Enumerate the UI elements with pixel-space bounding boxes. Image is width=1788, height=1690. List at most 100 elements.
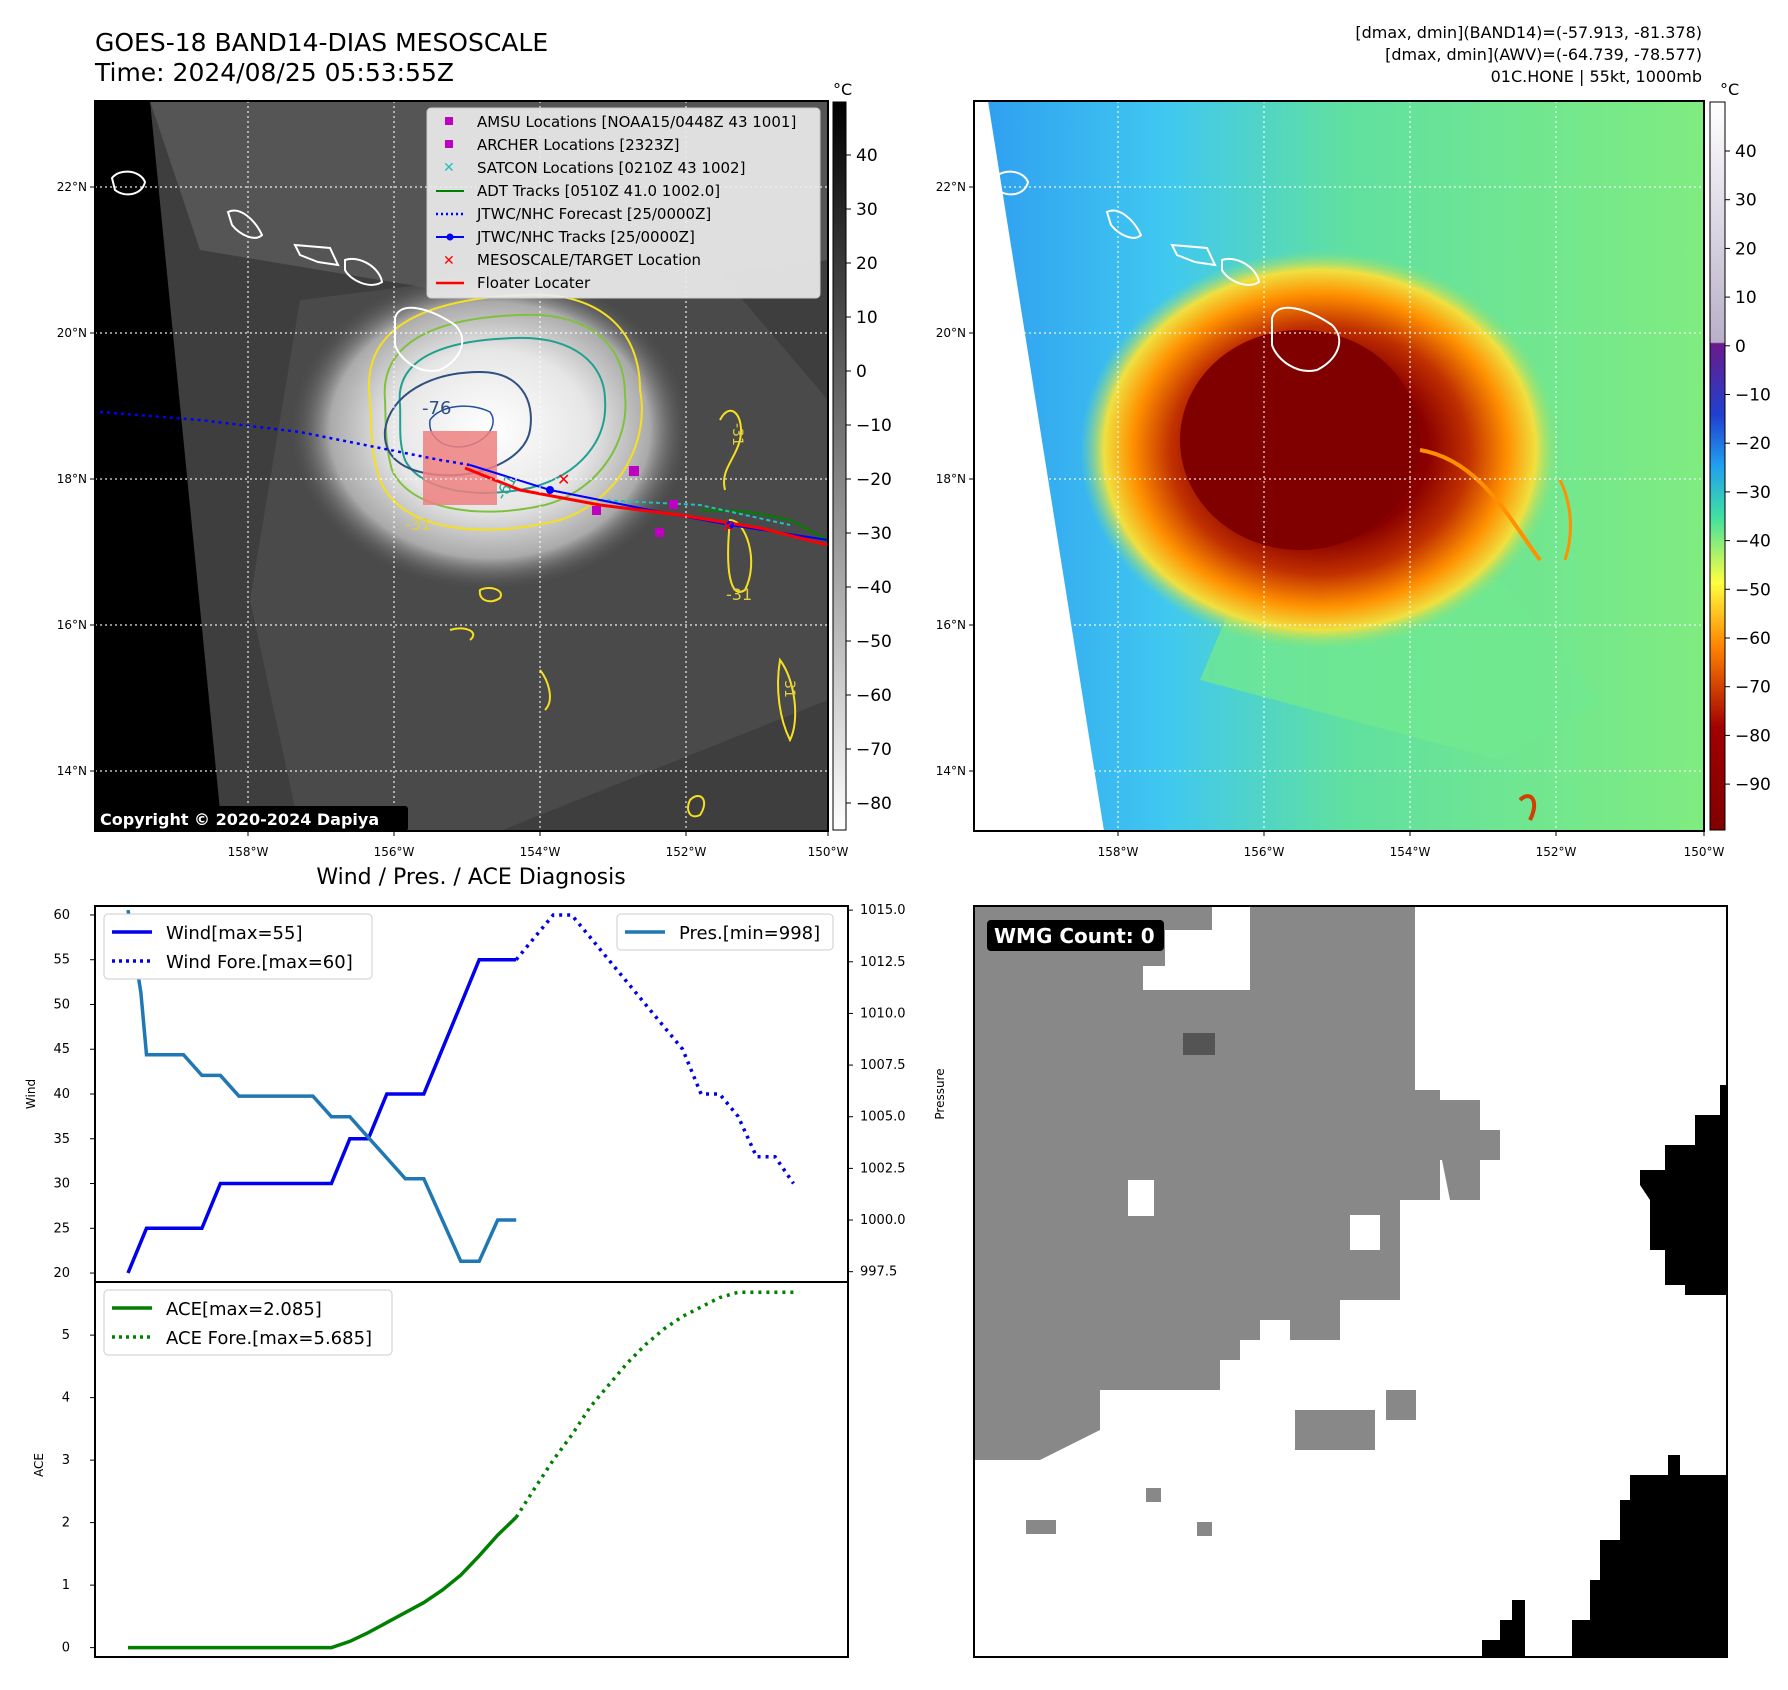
wind-tick-label: 60	[53, 908, 70, 923]
colorbar-tick-label: 0	[1735, 337, 1746, 357]
colorbar-tick-label: −50	[1735, 580, 1771, 600]
figure-title: GOES-18 BAND14-DIAS MESOSCALE	[95, 28, 548, 57]
colorbar-tick-label: 30	[856, 200, 878, 220]
colorbar-tick-label: −70	[1735, 678, 1771, 698]
colorbar-tick-label: −60	[856, 686, 892, 706]
ace-series-line-0	[128, 1516, 518, 1650]
contour-label: -31	[729, 423, 745, 446]
colorbar-tick-label: 20	[1735, 239, 1757, 259]
diag-title: Wind / Pres. / ACE Diagnosis	[316, 865, 625, 890]
colorbar-tick-label: −20	[1735, 434, 1771, 454]
ace-tick-label: 3	[62, 1453, 70, 1468]
wind-tick-label: 35	[53, 1132, 70, 1147]
colorbar-tick-label: 40	[1735, 142, 1757, 162]
lon-tick-label: 154°W	[1390, 845, 1431, 859]
contour-label: -31	[781, 675, 797, 698]
ace-tick-label: 5	[62, 1328, 70, 1343]
contour-yellow	[367, 293, 643, 531]
colorbar-gray-unit: °C	[833, 80, 852, 99]
colorbar-tick-label: −20	[856, 470, 892, 490]
svg-text:✕: ✕	[443, 160, 455, 176]
ace-tick-label: 1	[62, 1578, 70, 1593]
pressure-tick-label: 1015.0	[860, 903, 906, 918]
wind-tick-label: 55	[53, 953, 70, 968]
wind-tick-label: 30	[53, 1177, 70, 1192]
lon-tick-label: 158°W	[1098, 845, 1139, 859]
lon-tick-label: 150°W	[1684, 845, 1725, 859]
legend-wind: Wind[max=55]	[166, 923, 303, 944]
svg-text:✕: ✕	[557, 470, 570, 489]
lat-tick-label: 20°N	[57, 326, 87, 340]
legend-tracks: JTWC/NHC Tracks [25/0000Z]	[476, 228, 695, 246]
wind-axis-label: Wind	[24, 1079, 38, 1109]
series-line-0	[126, 957, 517, 1274]
floater-track	[464, 466, 828, 547]
contour-label: -31	[726, 585, 752, 604]
colorbar-tick-label: 0	[856, 362, 867, 382]
colorbar-color: °C 40 30 20 10 0 −10 −20 −30 −40 −50 −60 −70 −80 −90	[1709, 80, 1771, 831]
colorbar-tick-label: 30	[1735, 191, 1757, 211]
colorbar-gray: °C 40 30 20 10 0 −10 −20 −30 −40 −50 −60 −70 −80	[832, 80, 892, 831]
legend-forecast: JTWC/NHC Forecast [25/0000Z]	[476, 205, 711, 223]
lat-tick-label: 14°N	[57, 764, 87, 778]
legend-amsu: AMSU Locations [NOAA15/0448Z 43 1001]	[477, 113, 796, 131]
legend-wind-fore: Wind Fore.[max=60]	[166, 952, 353, 973]
legend-ace-fore: ACE Fore.[max=5.685]	[166, 1328, 372, 1349]
wmg-count-label: WMG Count: 0	[994, 924, 1155, 948]
color-map-panel: 22°N 20°N 18°N 16°N 14°N 158°W 156°W 154°W 152°W…	[936, 100, 1725, 859]
ace-axis-label: ACE	[32, 1453, 46, 1477]
colorbar-tick-label: −40	[856, 578, 892, 598]
legend-archer: ARCHER Locations [2323Z]	[477, 136, 680, 154]
info-awv: [dmax, dmin](AWV)=(-64.739, -78.577)	[1385, 45, 1702, 64]
colorbar-tick-label: 20	[856, 254, 878, 274]
island-oahu	[226, 209, 264, 239]
contour-dark	[383, 370, 532, 477]
pressure-tick-label: 1000.0	[860, 1213, 906, 1228]
ir-map-panel: ✕ ✕ -76 -31 -61 -31 -31 -31 Copyright © …	[57, 100, 849, 859]
colorbar-tick-label: −10	[1735, 386, 1771, 406]
satcon-track	[599, 499, 791, 526]
colorbar-tick-label: 40	[856, 146, 878, 166]
colorbar-tick-label: −30	[1735, 483, 1771, 503]
colorbar-tick-label: −80	[1735, 726, 1771, 746]
lon-tick-label: 150°W	[808, 845, 849, 859]
series-line-1	[514, 913, 795, 1185]
svg-text:✕: ✕	[443, 253, 455, 269]
lon-tick-label: 158°W	[228, 845, 269, 859]
wind-tick-label: 45	[53, 1042, 70, 1057]
info-band14: [dmax, dmin](BAND14)=(-57.913, -81.378)	[1355, 23, 1702, 42]
contour-label: -76	[422, 398, 451, 419]
colorbar-tick-label: −90	[1735, 775, 1771, 795]
floater-box	[423, 431, 497, 505]
pressure-tick-label: 997.5	[860, 1265, 897, 1280]
wind-tick-label: 25	[53, 1221, 70, 1236]
lat-tick-label: 16°N	[936, 618, 966, 632]
legend-pressure: Pres.[min=998]	[679, 923, 820, 944]
legend-ace: ACE[max=2.085]	[166, 1299, 322, 1320]
lon-tick-label: 152°W	[666, 845, 707, 859]
legend-target: MESOSCALE/TARGET Location	[477, 251, 701, 269]
lat-tick-label: 22°N	[936, 180, 966, 194]
colorbar-tick-label: −80	[856, 794, 892, 814]
pressure-tick-label: 1007.5	[860, 1058, 906, 1073]
figure-timestamp: Time: 2024/08/25 05:53:55Z	[94, 58, 454, 87]
lat-tick-label: 18°N	[936, 472, 966, 486]
wind-tick-label: 40	[53, 1087, 70, 1102]
info-storm: 01C.HONE | 55kt, 1000mb	[1491, 67, 1702, 86]
contour-teal	[398, 336, 607, 494]
legend-adt: ADT Tracks [0510Z 41.0 1002.0]	[477, 182, 720, 200]
contour-label: -31	[405, 515, 431, 534]
svg-text:✕: ✕	[721, 517, 734, 536]
island-kauai	[110, 170, 147, 196]
ace-tick-label: 4	[62, 1391, 70, 1406]
lon-tick-label: 154°W	[520, 845, 561, 859]
colorbar-tick-label: 10	[1735, 288, 1757, 308]
map-legend: AMSU Locations [NOAA15/0448Z 43 1001] AR…	[426, 107, 821, 299]
colorbar-tick-label: −70	[856, 740, 892, 760]
lat-tick-label: 20°N	[936, 326, 966, 340]
lon-tick-label: 152°W	[1536, 845, 1577, 859]
pressure-tick-label: 1005.0	[860, 1110, 906, 1125]
pressure-tick-label: 1012.5	[860, 955, 906, 970]
lon-tick-label: 156°W	[374, 845, 415, 859]
pressure-axis-label: Pressure	[933, 1068, 947, 1119]
